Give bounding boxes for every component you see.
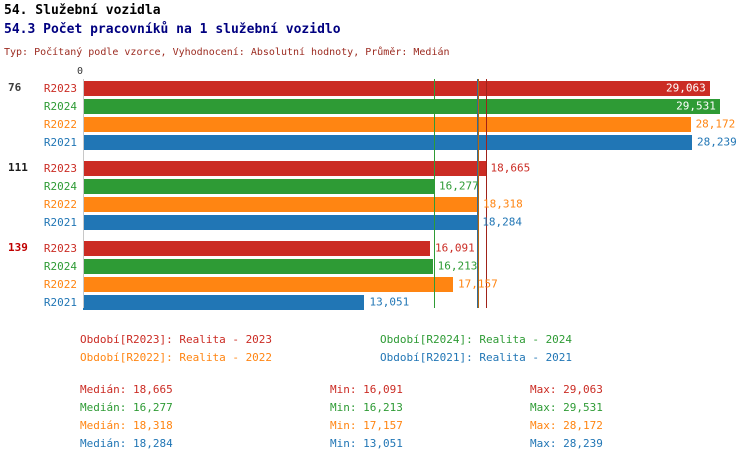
bar-area: 16,091 (83, 240, 730, 256)
bar-row: R2021 13,051 (0, 293, 750, 311)
series-row-label: R2021 (43, 215, 77, 229)
bar-value-label: 18,284 (482, 215, 523, 229)
bar-area: 29,063 (83, 80, 730, 96)
bar-area: 28,239 (83, 134, 737, 150)
bar-value-label: 29,531 (676, 99, 716, 113)
stats-panel: Medián: 18,665 Min: 16,091 Max: 29,063 Medi… (0, 381, 750, 453)
stats-row: Medián: 16,277 Min: 16,213 Max: 29,531 (80, 399, 750, 417)
report-section-title: 54. Služební vozidla (4, 3, 161, 18)
bar-value-label: 13,051 (369, 295, 410, 309)
bar-r2024 (83, 258, 433, 274)
bar-row: R2023 29,063 (0, 79, 750, 97)
bar-row: R2023 18,665 (0, 159, 750, 177)
bar-value-label: 18,318 (483, 197, 523, 211)
bar-row: R2022 17,157 (0, 275, 750, 293)
stat-max: Max: 28,239 (530, 437, 603, 450)
bar-row: R2022 28,172 (0, 115, 750, 133)
bar-value-label: 29,063 (666, 81, 706, 95)
stat-min: Min: 16,091 (330, 383, 403, 396)
bar-r2024: 29,531 (83, 98, 720, 114)
stat-median: Medián: 18,318 (80, 419, 173, 432)
series-row-label: R2024 (43, 259, 77, 273)
bar-area: 18,665 (83, 160, 730, 176)
bar-value-label: 16,213 (437, 259, 478, 273)
stat-min: Min: 16,213 (330, 401, 403, 414)
series-row-label: R2022 (43, 277, 77, 291)
stat-min: Min: 13,051 (330, 437, 403, 450)
series-row-label: R2024 (43, 179, 77, 193)
group-value-label: 139 (8, 241, 28, 254)
bar-value-label: 17,157 (458, 277, 498, 291)
bar-group-76: 76 R2023 29,063 R2024 29,531 R2022 28,172 R2021… (0, 79, 750, 151)
series-row-label: R2024 (43, 99, 77, 113)
bar-value-label: 16,277 (439, 179, 479, 193)
bar-value-label: 28,172 (695, 117, 736, 131)
series-row-label: R2021 (43, 135, 77, 149)
stat-max: Max: 29,531 (530, 401, 603, 414)
bar-area: 13,051 (83, 294, 730, 310)
legend-item: Období[R2022]: Realita - 2022 (80, 351, 273, 364)
bar-row: R2021 28,239 (0, 133, 750, 151)
series-row-label: R2022 (43, 197, 77, 211)
plot-area: 76 R2023 29,063 R2024 29,531 R2022 28,172 R2021… (0, 79, 750, 311)
axis-zero-tick-label: 0 (77, 66, 84, 77)
bar-value-label: 18,665 (490, 161, 531, 175)
chart-title: 54.3 Počet pracovníků na 1 služební vozi… (4, 22, 341, 37)
bar-r2022 (83, 196, 479, 212)
bar-r2021 (83, 294, 365, 310)
bar-area: 18,284 (83, 214, 730, 230)
bar-area: 28,172 (83, 116, 735, 132)
bar-r2023 (83, 160, 486, 176)
axis-row: 0 (0, 61, 750, 79)
bar-row: R2021 18,284 (0, 213, 750, 231)
series-row-label: R2022 (43, 117, 77, 131)
stats-row: Medián: 18,665 Min: 16,091 Max: 29,063 (80, 381, 750, 399)
legend-item: Období[R2021]: Realita - 2021 (380, 351, 573, 364)
series-row-label: R2023 (43, 161, 77, 175)
stats-row: Medián: 18,318 Min: 17,157 Max: 28,172 (80, 417, 750, 435)
bar-group-111: 111 R2023 18,665 R2024 16,277 R2022 18,318 R202… (0, 159, 750, 231)
header: 54. Služební vozidla 54.3 Počet pracovní… (0, 0, 750, 59)
legend: Období[R2023]: Realita - 2023 Období[R202… (0, 331, 750, 367)
series-row-label: R2021 (43, 295, 77, 309)
bar-r2021 (83, 214, 478, 230)
stat-max: Max: 28,172 (530, 419, 603, 432)
stat-min: Min: 17,157 (330, 419, 403, 432)
bar-row: R2024 29,531 (0, 97, 750, 115)
stat-median: Medián: 18,284 (80, 437, 173, 450)
bar-r2023: 29,063 (83, 80, 710, 96)
bar-area: 16,277 (83, 178, 730, 194)
bar-group-139: 139 R2023 16,091 R2024 16,213 R2022 17,157 R202… (0, 239, 750, 311)
stat-median: Medián: 18,665 (80, 383, 173, 396)
bar-area: 16,213 (83, 258, 730, 274)
legend-item: Období[R2023]: Realita - 2023 (80, 333, 273, 346)
series-row-label: R2023 (43, 81, 77, 95)
legend-item: Období[R2024]: Realita - 2024 (380, 333, 573, 346)
bar-r2021 (83, 134, 693, 150)
group-value-label: 76 (8, 81, 22, 94)
bar-row: R2024 16,213 (0, 257, 750, 275)
stats-row: Medián: 18,284 Min: 13,051 Max: 28,239 (80, 435, 750, 453)
chart-subtitle: Typ: Počítaný podle vzorce, Vyhodnocení:… (4, 47, 450, 58)
bar-row: R2024 16,277 (0, 177, 750, 195)
bar-chart: 0 76 R2023 29,063 R2024 29,531 R2022 28,172 R20… (0, 61, 750, 311)
bar-area: 29,531 (83, 98, 730, 114)
bar-area: 17,157 (83, 276, 730, 292)
bar-value-label: 16,091 (435, 241, 475, 255)
bar-row: R2023 16,091 (0, 239, 750, 257)
bar-r2023 (83, 240, 431, 256)
bar-area: 18,318 (83, 196, 730, 212)
bar-r2022 (83, 276, 454, 292)
bar-value-label: 28,239 (697, 135, 737, 149)
bar-r2024 (83, 178, 435, 194)
bar-row: R2022 18,318 (0, 195, 750, 213)
stat-median: Medián: 16,277 (80, 401, 173, 414)
series-row-label: R2023 (43, 241, 77, 255)
group-value-label: 111 (8, 161, 28, 174)
stat-max: Max: 29,063 (530, 383, 603, 396)
bar-r2022 (83, 116, 691, 132)
